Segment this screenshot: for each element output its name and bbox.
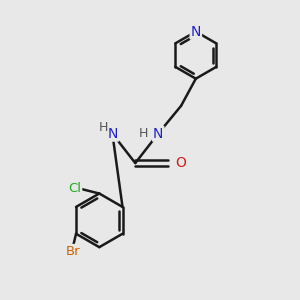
Text: H: H [139,127,148,140]
Text: N: N [190,25,201,39]
Text: O: O [175,156,186,170]
Text: H: H [98,121,108,134]
Text: N: N [153,127,164,141]
Text: Cl: Cl [68,182,81,195]
Text: Br: Br [65,245,80,258]
Text: N: N [108,127,118,141]
